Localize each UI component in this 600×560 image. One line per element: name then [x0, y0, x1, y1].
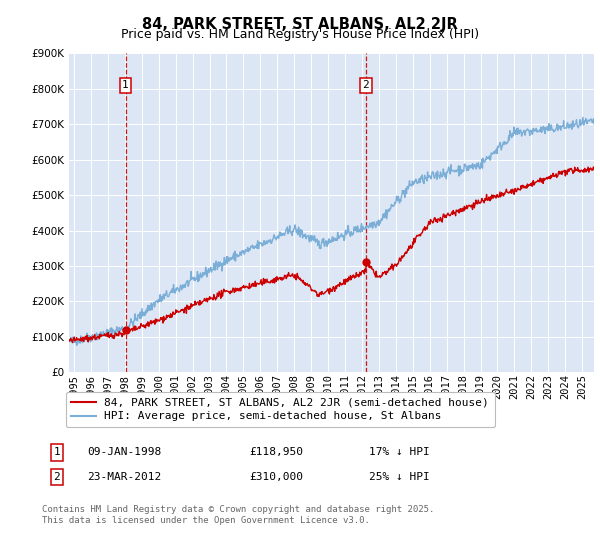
Text: 84, PARK STREET, ST ALBANS, AL2 2JR: 84, PARK STREET, ST ALBANS, AL2 2JR — [142, 17, 458, 32]
Text: Contains HM Land Registry data © Crown copyright and database right 2025.
This d: Contains HM Land Registry data © Crown c… — [42, 505, 434, 525]
Text: 1: 1 — [122, 80, 129, 90]
Legend: 84, PARK STREET, ST ALBANS, AL2 2JR (semi-detached house), HPI: Average price, s: 84, PARK STREET, ST ALBANS, AL2 2JR (sem… — [65, 392, 495, 427]
Text: 1: 1 — [53, 447, 61, 458]
Text: 17% ↓ HPI: 17% ↓ HPI — [369, 447, 430, 458]
Text: 25% ↓ HPI: 25% ↓ HPI — [369, 472, 430, 482]
Text: £118,950: £118,950 — [249, 447, 303, 458]
Text: 2: 2 — [53, 472, 61, 482]
Text: Price paid vs. HM Land Registry's House Price Index (HPI): Price paid vs. HM Land Registry's House … — [121, 28, 479, 41]
Text: 2: 2 — [362, 80, 369, 90]
Text: £310,000: £310,000 — [249, 472, 303, 482]
Text: 09-JAN-1998: 09-JAN-1998 — [87, 447, 161, 458]
Text: 23-MAR-2012: 23-MAR-2012 — [87, 472, 161, 482]
